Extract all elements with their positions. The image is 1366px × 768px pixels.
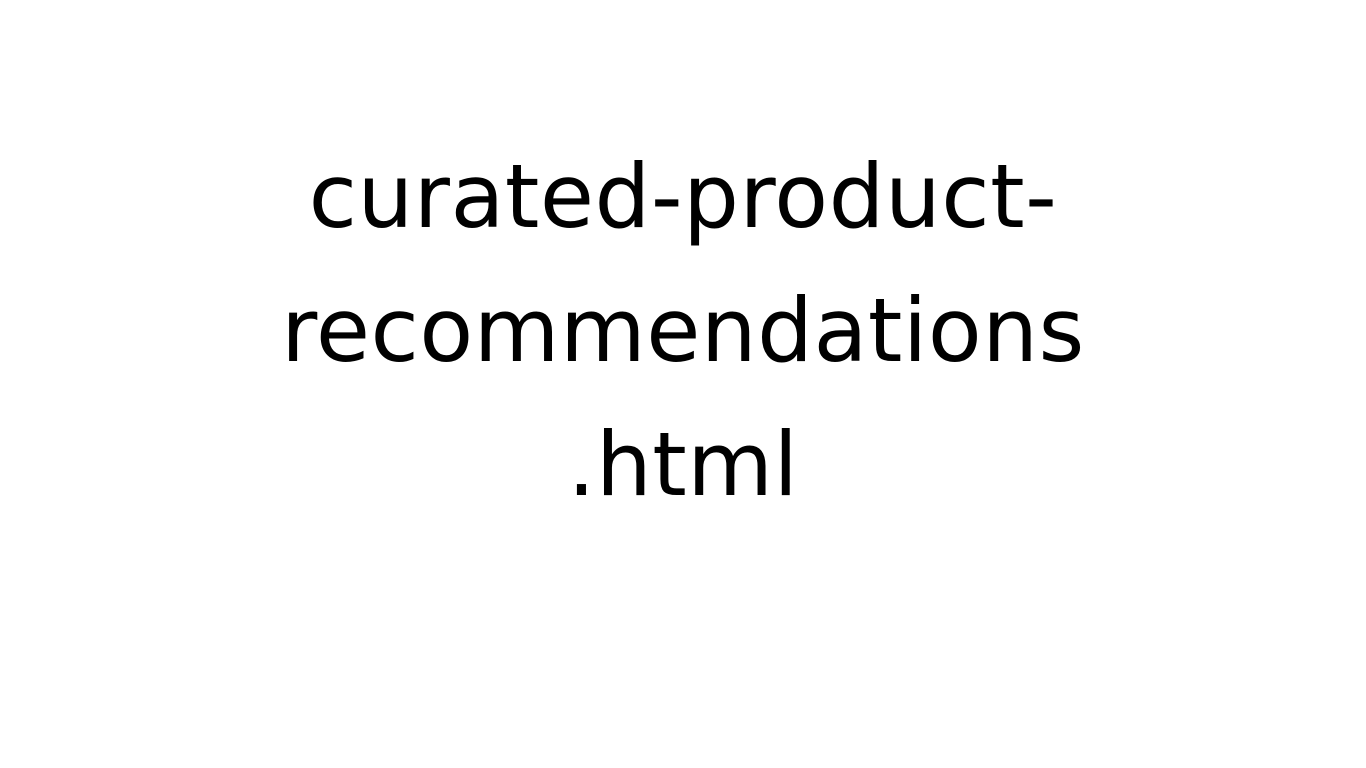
file-name-line-3: .html	[567, 413, 799, 516]
file-name-title: curated-product- recommendations .html	[0, 130, 1366, 532]
file-name-line-1: curated-product-	[308, 145, 1058, 248]
file-name-line-2: recommendations	[281, 279, 1085, 382]
